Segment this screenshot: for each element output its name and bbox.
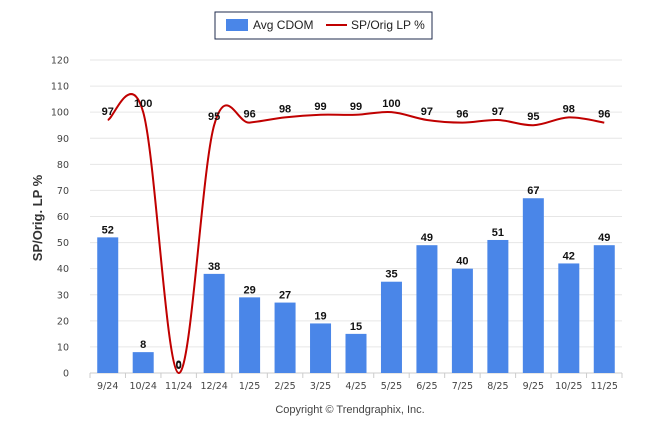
copyright-text: Copyright © Trendgraphix, Inc.	[275, 404, 424, 416]
x-tick-label: 11/25	[591, 381, 618, 392]
line-data-label: 96	[456, 109, 468, 121]
line-data-label: 96	[598, 109, 610, 121]
bar-data-label: 49	[421, 232, 433, 244]
y-tick-label: 30	[57, 290, 69, 301]
legend-swatch-bar	[226, 19, 248, 31]
bar	[274, 302, 296, 373]
bar-data-label: 29	[243, 284, 255, 296]
x-tick-label: 9/25	[523, 381, 544, 392]
bar	[345, 333, 367, 373]
x-tick-label: 4/25	[345, 381, 366, 392]
bar	[380, 281, 402, 373]
bar	[310, 323, 332, 373]
bar-data-label: 15	[350, 321, 362, 333]
y-tick-label: 50	[57, 238, 69, 249]
line-data-label: 95	[527, 111, 539, 123]
y-tick-label: 120	[51, 56, 69, 67]
bar-data-label: 42	[563, 250, 575, 262]
bar-data-label: 35	[385, 269, 397, 281]
bar	[451, 268, 473, 373]
legend-box	[214, 11, 433, 40]
bar	[558, 263, 580, 373]
line-data-label: 98	[279, 103, 291, 115]
x-tick-label: 11/24	[165, 381, 192, 392]
bar-data-label: 40	[456, 256, 468, 268]
x-tick-label: 1/25	[239, 381, 260, 392]
x-tick-label: 10/25	[555, 381, 582, 392]
line-data-label: 100	[382, 98, 400, 110]
y-tick-label: 40	[57, 264, 69, 275]
line-series	[107, 93, 605, 375]
x-tick-label: 6/25	[416, 381, 437, 392]
y-tick-label: 70	[57, 186, 69, 197]
y-tick-label: 20	[57, 316, 69, 327]
gridlines	[90, 59, 622, 374]
bar-data-label: 0	[176, 360, 182, 372]
bar	[132, 352, 154, 373]
legend: Avg CDOM SP/Orig LP %	[214, 11, 433, 40]
y-axis: 0 10 20 30 40 50 60 70 80 90 100 110 120	[51, 56, 69, 380]
bar	[239, 297, 261, 373]
line-data-label: 97	[421, 106, 433, 118]
line-data-label: 95	[208, 111, 220, 123]
x-tick-label: 8/25	[487, 381, 508, 392]
y-tick-label: 80	[57, 160, 69, 171]
bar	[203, 273, 225, 373]
legend-label-line: SP/Orig LP %	[351, 18, 425, 32]
line-data-label: 99	[314, 101, 326, 113]
line-data-label: 100	[134, 98, 152, 110]
bar-data-label: 49	[598, 232, 610, 244]
bar	[487, 239, 509, 373]
x-tick-label: 3/25	[310, 381, 331, 392]
x-axis: 9/24 10/24 11/24 12/24 1/25 2/25 3/25 4/25 5/25 6…	[89, 373, 623, 392]
line-path	[107, 93, 605, 375]
line-data-label: 0	[176, 359, 182, 371]
bar-data-label: 52	[102, 224, 114, 236]
x-tick-label: 12/24	[200, 381, 227, 392]
x-tick-label: 7/25	[452, 381, 473, 392]
line-data-label: 99	[350, 101, 362, 113]
x-tick-label: 9/24	[97, 381, 118, 392]
x-tick-label: 10/24	[130, 381, 157, 392]
bar-data-label: 27	[279, 290, 291, 302]
bar-data-label: 51	[492, 227, 504, 239]
y-tick-label: 100	[51, 108, 69, 119]
line-data-label: 97	[492, 106, 504, 118]
y-tick-label: 60	[57, 212, 69, 223]
bar-data-label: 67	[527, 185, 539, 197]
bar	[593, 245, 615, 373]
bar	[416, 245, 438, 373]
y-tick-label: 0	[63, 369, 69, 380]
legend-label-bar: Avg CDOM	[253, 18, 313, 32]
x-tick-label: 5/25	[381, 381, 402, 392]
bar-data-label: 19	[314, 310, 326, 322]
y-tick-label: 10	[57, 342, 69, 353]
bar-data-label: 8	[140, 339, 146, 351]
x-tick-label: 2/25	[274, 381, 295, 392]
y-tick-label: 110	[51, 82, 69, 93]
bar	[522, 198, 544, 373]
line-data-label: 98	[563, 103, 575, 115]
bar-series	[97, 198, 615, 373]
line-data-label: 96	[243, 109, 255, 121]
y-tick-label: 90	[57, 134, 69, 145]
bar-data-label: 38	[208, 261, 220, 273]
line-data-label: 97	[102, 106, 114, 118]
y-axis-title: SP/Orig. LP %	[30, 174, 45, 261]
bar	[97, 237, 119, 373]
